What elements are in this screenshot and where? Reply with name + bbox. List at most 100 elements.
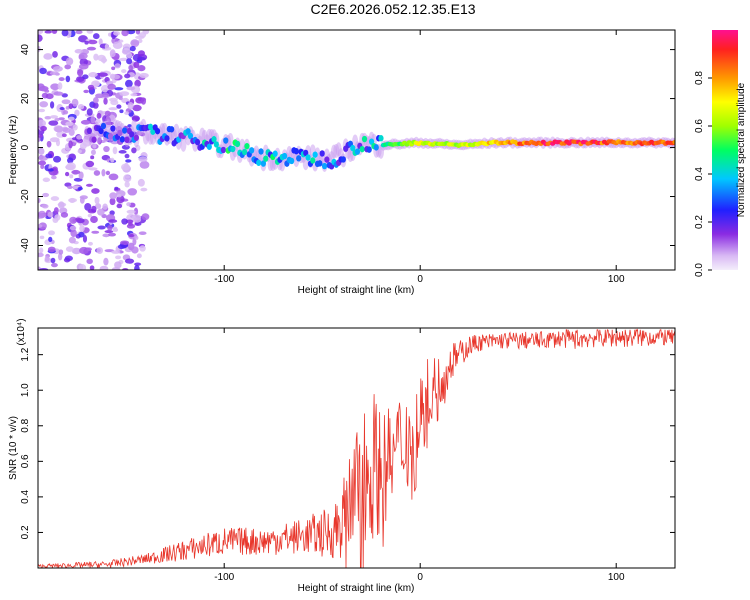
noise-blob [39, 235, 45, 240]
noise-blob [65, 171, 70, 177]
noise-blob [38, 30, 44, 35]
noise-blob [69, 225, 77, 231]
noise-blob [109, 73, 115, 80]
noise-blob [132, 237, 137, 246]
noise-blob [47, 246, 56, 253]
noise-blob [51, 263, 58, 268]
noise-blob [75, 30, 83, 35]
noise-blob [39, 101, 49, 108]
ridge-halo [227, 133, 234, 148]
noise-blob [128, 64, 134, 71]
ridge-cell [303, 149, 309, 157]
spectrogram-heatmap [38, 30, 675, 270]
noise-blob [52, 51, 58, 58]
noise-blob [133, 61, 140, 69]
ridge-cell [256, 159, 262, 166]
spectrogram-y-tick-label: 20 [20, 93, 31, 105]
noise-blob [107, 83, 116, 90]
snr-y-ticks: 0.2 0.4 0.6 0.8 1.0 1.2 [20, 347, 675, 539]
noise-blob [71, 169, 81, 175]
ridge-cell [124, 136, 130, 143]
spectrogram-y-ticks: -40 -20 0 20 40 [20, 44, 675, 253]
ridge-cell [241, 148, 248, 156]
noise-blob [134, 222, 142, 226]
noise-blob [97, 225, 106, 230]
ridge-cell [220, 146, 227, 154]
noise-blob [137, 178, 145, 187]
noise-blob [85, 183, 93, 187]
noise-blob [109, 97, 118, 102]
noise-blob [114, 63, 121, 69]
noise-blob [38, 224, 43, 228]
ridge-cell [117, 129, 123, 137]
noise-blob [141, 213, 150, 221]
noise-blob [83, 89, 89, 94]
noise-blob [102, 203, 108, 210]
snr-series-line [38, 328, 675, 568]
noise-blob [77, 186, 83, 191]
colorbar-tick-label: 0.6 [694, 119, 705, 133]
ridge-cell [194, 138, 201, 146]
noise-blob [91, 188, 100, 194]
ridge-cell [86, 127, 92, 135]
noise-blob [125, 79, 133, 88]
noise-blob [119, 91, 130, 97]
noise-blob [68, 198, 77, 203]
noise-blob [61, 30, 69, 37]
noise-blob [133, 217, 142, 223]
noise-blob [124, 111, 130, 115]
noise-blob [126, 52, 133, 59]
ridge-cell [672, 139, 675, 145]
ridge-cell [260, 160, 266, 167]
noise-blob [121, 69, 127, 74]
noise-blob [62, 110, 69, 115]
noise-blob [139, 160, 150, 169]
noise-blob [97, 208, 105, 216]
noise-blob [38, 160, 47, 166]
noise-blob [79, 142, 87, 150]
ridge-cell [378, 135, 384, 142]
noise-blob [93, 53, 99, 61]
noise-blob [58, 249, 64, 255]
noise-blob [54, 214, 61, 221]
noise-blob [139, 72, 149, 79]
ridge-cell [354, 148, 361, 155]
noise-blob [126, 209, 136, 214]
noise-blob [88, 167, 98, 171]
noise-blob [68, 103, 74, 110]
noise-blob [87, 39, 98, 45]
noise-blob [109, 197, 116, 206]
snr-y-tick-label: 0.6 [20, 454, 31, 468]
noise-blob [69, 174, 74, 179]
noise-blob [103, 145, 110, 153]
ridge-cell [122, 127, 128, 134]
ridge-cell [289, 157, 295, 165]
noise-blob [116, 195, 125, 204]
ridge-halo [173, 123, 180, 138]
noise-blob [111, 250, 121, 254]
spectrogram-frame [37, 29, 676, 271]
ridge-cell [281, 152, 288, 160]
noise-blob [89, 265, 95, 270]
ridge-cell [98, 127, 104, 135]
noise-blob [80, 119, 91, 125]
noise-blob [92, 33, 100, 40]
snr-frame [37, 327, 676, 569]
ridge-cell [234, 140, 241, 148]
noise-blob [54, 126, 64, 133]
noise-blob [128, 234, 135, 238]
noise-blob [71, 247, 82, 255]
ridge-cell [366, 146, 372, 153]
noise-blob [88, 72, 98, 78]
noise-blob [38, 252, 44, 258]
snr-y-tick-label: 0.8 [20, 418, 31, 432]
noise-blob [50, 257, 56, 264]
noise-blob [77, 104, 85, 110]
noise-blob [124, 73, 131, 79]
noise-blob [118, 150, 127, 154]
noise-blob [141, 97, 147, 105]
ridge-cell [319, 150, 325, 157]
noise-blob [101, 56, 107, 64]
snr-y-multiplier: (x10⁴) [16, 318, 27, 345]
noise-blob [39, 247, 44, 254]
